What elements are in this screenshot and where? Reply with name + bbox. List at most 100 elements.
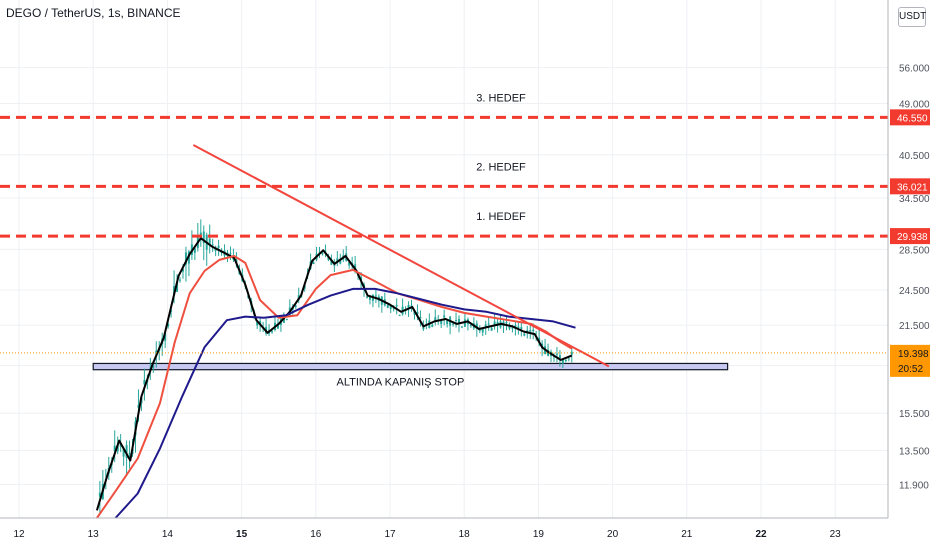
time-tick-label: 17 <box>384 529 396 540</box>
candle-body <box>176 282 179 292</box>
price-tick-label: 24.500 <box>899 286 930 297</box>
candle-body <box>458 319 461 324</box>
moving-average-lines <box>95 237 576 519</box>
candle-body <box>321 253 324 255</box>
candle-body <box>294 305 297 307</box>
series-line-1 <box>95 237 573 511</box>
candle-body <box>493 321 496 325</box>
candle-body <box>558 355 561 359</box>
target-label: 3. HEDEF <box>476 92 526 104</box>
series-line-3 <box>114 287 576 519</box>
price-tick-label: 28.500 <box>899 245 930 256</box>
candle-body <box>167 323 170 327</box>
candle-body <box>407 304 410 310</box>
candle-body <box>469 325 472 327</box>
time-tick-label: 23 <box>830 529 842 540</box>
candle-body <box>193 248 196 253</box>
candle-body <box>452 323 455 325</box>
candle-body <box>487 323 490 325</box>
candle-body <box>570 351 573 355</box>
candle-body <box>446 320 449 325</box>
last-price-badge: 19.398 <box>898 349 929 360</box>
price-tick-label: 40.500 <box>899 151 930 162</box>
candle-body <box>505 322 508 324</box>
price-badges: 29.938 36.021 46.550 19.398 20:52 <box>890 109 930 377</box>
target-price-badge: 29.938 <box>897 232 928 243</box>
target-label: 1. HEDEF <box>476 211 526 223</box>
candle-body <box>312 262 315 264</box>
candle-body <box>389 305 392 309</box>
candle-body <box>529 329 532 332</box>
candle-body <box>508 326 511 329</box>
time-tick-label: 13 <box>88 529 100 540</box>
candle-body <box>416 312 419 315</box>
candle-body <box>98 492 101 497</box>
time-axis-ticks: 12 13 14 15 16 17 18 19 20 21 22 23 <box>13 529 841 540</box>
candle-body <box>184 252 187 265</box>
candle-body <box>164 333 167 341</box>
time-tick-label: 20 <box>607 529 619 540</box>
price-tick-label: 49.000 <box>899 100 930 111</box>
candle-body <box>229 253 232 255</box>
candle-body <box>481 328 484 333</box>
time-tick-label: 19 <box>533 529 545 540</box>
candle-body <box>392 308 395 310</box>
stop-zone-label: ALTINDA KAPANIŞ STOP <box>337 377 465 389</box>
candle-body <box>181 268 184 272</box>
candle-body <box>327 257 330 260</box>
candle-body <box>443 315 446 318</box>
candle-body <box>211 244 214 246</box>
candle-body <box>398 314 401 316</box>
candle-body <box>143 379 146 385</box>
last-price-countdown: 20:52 <box>898 364 923 375</box>
candle-body <box>567 358 570 360</box>
price-tick-label: 34.500 <box>899 194 930 205</box>
candle-body <box>330 259 333 265</box>
symbol-title: DEGO / TetherUS, 1s, BINANCE <box>6 6 181 20</box>
time-tick-label: 18 <box>459 529 471 540</box>
candle-body <box>137 405 140 408</box>
candle-body <box>520 327 523 330</box>
candle-body <box>440 320 443 325</box>
target-lines: 1. HEDEF 2. HEDEF 3. HEDEF <box>0 92 888 238</box>
candle-body <box>276 323 279 329</box>
candle-body <box>368 295 371 300</box>
price-axis[interactable]: 56.000 49.000 40.500 34.500 28.500 24.500 21.5… <box>887 0 932 518</box>
stop-zone-box <box>92 362 729 371</box>
price-tick-label: 21.500 <box>899 321 930 332</box>
candle-body <box>179 279 182 281</box>
candle-body <box>217 245 220 248</box>
time-tick-label: 21 <box>681 529 693 540</box>
candle-body <box>365 296 368 298</box>
time-tick-label: 15 <box>236 529 248 540</box>
time-axis[interactable]: 12 13 14 15 16 17 18 19 20 21 22 23 <box>0 517 932 550</box>
target-label: 2. HEDEF <box>476 161 526 173</box>
price-tick-label: 56.000 <box>899 64 930 75</box>
candle-body <box>271 331 274 333</box>
candle-body <box>113 445 116 452</box>
candle-body <box>455 320 458 322</box>
price-tick-label: 11.900 <box>899 480 929 491</box>
time-tick-label: 16 <box>310 529 322 540</box>
candle-body <box>125 445 128 459</box>
candle-body <box>511 326 514 329</box>
candle-body <box>564 360 567 362</box>
descending-trendline[interactable] <box>192 144 610 368</box>
target-price-badge-bg <box>890 178 930 195</box>
candle-body <box>339 258 342 264</box>
candle-body <box>463 319 466 327</box>
candle-body <box>431 324 434 327</box>
candle-body <box>561 358 564 364</box>
currency-button[interactable]: USDT <box>898 7 926 27</box>
candle-body <box>259 320 262 325</box>
candle-body <box>395 304 398 307</box>
candle-body <box>434 317 437 322</box>
price-tick-label: 13.500 <box>899 446 930 457</box>
candle-body <box>202 231 205 244</box>
candle-body <box>152 365 155 368</box>
candle-body <box>478 329 481 331</box>
stop-zone: ALTINDA KAPANIŞ STOP <box>92 362 729 389</box>
candle-body <box>336 258 339 263</box>
time-tick-label: 14 <box>162 529 174 540</box>
